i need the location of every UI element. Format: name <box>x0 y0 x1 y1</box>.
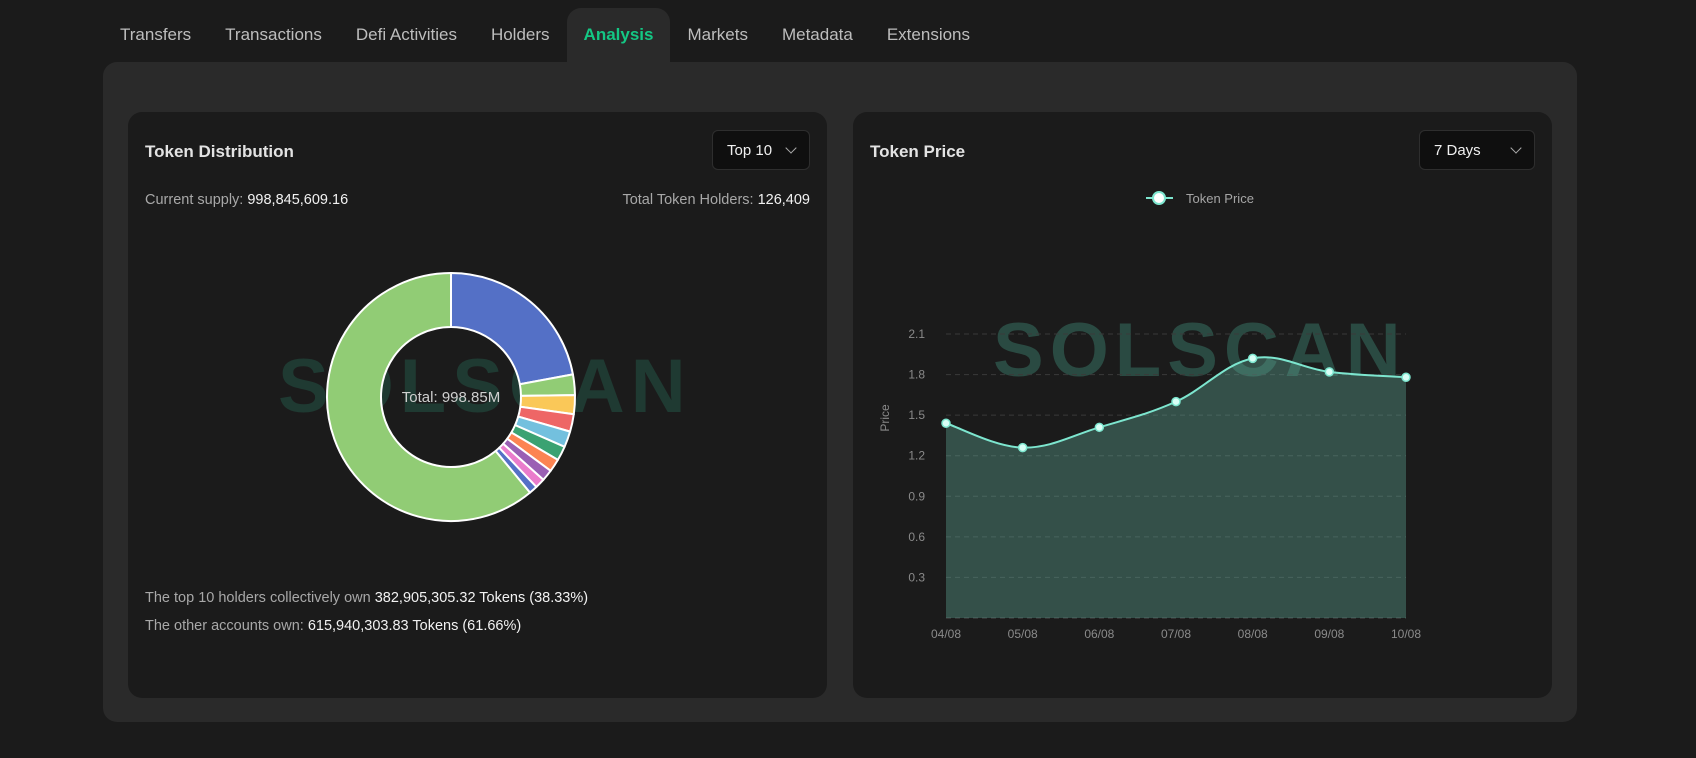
time-range-select[interactable]: 7 Days <box>1419 130 1535 170</box>
chevron-down-icon <box>785 142 797 154</box>
chevron-down-icon <box>1510 142 1522 154</box>
tab-transfers[interactable]: Transfers <box>120 25 192 44</box>
analysis-panel: Token Distribution Top 10 Current supply… <box>103 62 1577 722</box>
price-y-tick-label: 0.3 <box>908 570 925 584</box>
top-holders-summary-value: 382,905,305.32 Tokens (38.33%) <box>374 590 589 606</box>
donut-slice-1[interactable] <box>450 272 574 386</box>
tab-bar: Transfers Transactions Defi Activities H… <box>103 8 987 62</box>
price-point-07-08[interactable] <box>1171 396 1181 407</box>
tab-holders[interactable]: Holders <box>490 25 550 44</box>
distribution-title: Token Distribution <box>145 142 294 161</box>
donut-center-label: Total: 998.85M <box>402 389 500 406</box>
other-accounts-summary: The other accounts own: 615,940,303.83 T… <box>145 618 521 634</box>
price-point-06-08[interactable] <box>1094 422 1105 433</box>
price-title: Token Price <box>870 142 966 161</box>
price-watermark: SOLSCAN <box>993 308 1407 393</box>
tab-extensions[interactable]: Extensions <box>886 25 971 44</box>
top-holders-select-value: Top 10 <box>727 141 773 159</box>
legend-label: Token Price <box>1186 191 1254 206</box>
price-y-tick-label: 2.1 <box>908 327 925 341</box>
price-y-tick-label: 1.8 <box>908 368 925 382</box>
token-price-card: Token Price 7 Days Token Price SOLSCAN 0… <box>853 112 1552 698</box>
other-accounts-summary-value: 615,940,303.83 Tokens (61.66%) <box>307 618 522 634</box>
price-y-tick-label: 1.2 <box>908 449 925 463</box>
price-point-10-08[interactable] <box>1401 372 1411 383</box>
token-distribution-donut-chart: SOLSCAN Total: 998.85M <box>278 272 686 522</box>
current-supply-value: 998,845,609.16 <box>247 192 349 208</box>
other-accounts-summary-prefix: The other accounts own: <box>145 618 304 634</box>
tab-metadata[interactable]: Metadata <box>781 25 853 44</box>
price-point-09-08[interactable] <box>1324 367 1335 377</box>
current-supply: Current supply: 998,845,609.16 <box>145 192 348 208</box>
legend-marker-icon <box>1152 191 1166 205</box>
top-holders-summary-prefix: The top 10 holders collectively own <box>145 590 371 606</box>
token-distribution-card: Token Distribution Top 10 Current supply… <box>128 112 827 698</box>
price-x-tick-label: 05/08 <box>1008 627 1038 641</box>
tab-transactions[interactable]: Transactions <box>225 25 322 44</box>
price-x-tick-label: 08/08 <box>1238 627 1268 641</box>
tab-defi-activities[interactable]: Defi Activities <box>355 25 457 44</box>
total-holders-label: Total Token Holders: <box>622 192 754 208</box>
price-x-tick-label: 06/08 <box>1084 627 1114 641</box>
price-y-tick-label: 0.9 <box>908 489 925 503</box>
price-x-tick-label: 07/08 <box>1161 627 1191 641</box>
price-y-tick-label: 0.6 <box>908 530 925 544</box>
price-legend[interactable]: Token Price <box>1146 191 1254 206</box>
price-y-axis-label: Price <box>878 404 892 432</box>
price-area-fill <box>946 357 1406 618</box>
time-range-select-value: 7 Days <box>1434 141 1481 159</box>
tab-analysis[interactable]: Analysis <box>566 8 671 62</box>
token-price-area-chart: Token Price SOLSCAN 0.3 0.6 0.9 1.2 1.5 1.8 2.… <box>878 191 1421 641</box>
total-token-holders: Total Token Holders: 126,409 <box>622 192 810 208</box>
tab-markets[interactable]: Markets <box>687 25 748 44</box>
top-holders-summary: The top 10 holders collectively own 382,… <box>145 590 588 606</box>
total-holders-value: 126,409 <box>757 192 810 208</box>
price-point-05-08[interactable] <box>1017 442 1028 453</box>
price-x-tick-label: 09/08 <box>1314 627 1344 641</box>
price-x-tick-label: 10/08 <box>1391 627 1421 641</box>
donut-slice-11[interactable] <box>326 272 531 522</box>
top-holders-select[interactable]: Top 10 <box>712 130 810 170</box>
current-supply-label: Current supply: <box>145 192 244 208</box>
price-point-04-08[interactable] <box>941 418 951 429</box>
price-y-tick-label: 1.5 <box>908 408 925 422</box>
price-point-08-08[interactable] <box>1247 353 1258 364</box>
price-x-tick-label: 04/08 <box>931 627 961 641</box>
